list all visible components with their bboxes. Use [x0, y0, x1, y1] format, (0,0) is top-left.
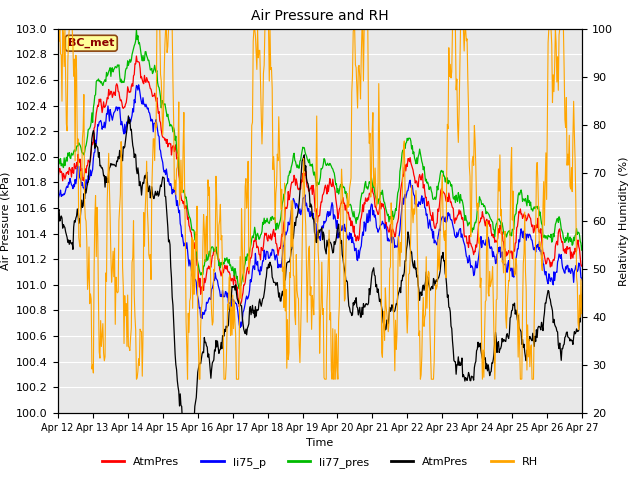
Y-axis label: Relativity Humidity (%): Relativity Humidity (%): [619, 156, 628, 286]
Y-axis label: Air Pressure (kPa): Air Pressure (kPa): [1, 172, 10, 270]
X-axis label: Time: Time: [307, 438, 333, 448]
Legend: AtmPres, li75_p, li77_pres, AtmPres, RH: AtmPres, li75_p, li77_pres, AtmPres, RH: [97, 452, 543, 472]
Text: BC_met: BC_met: [68, 38, 115, 48]
Title: Air Pressure and RH: Air Pressure and RH: [251, 10, 389, 24]
